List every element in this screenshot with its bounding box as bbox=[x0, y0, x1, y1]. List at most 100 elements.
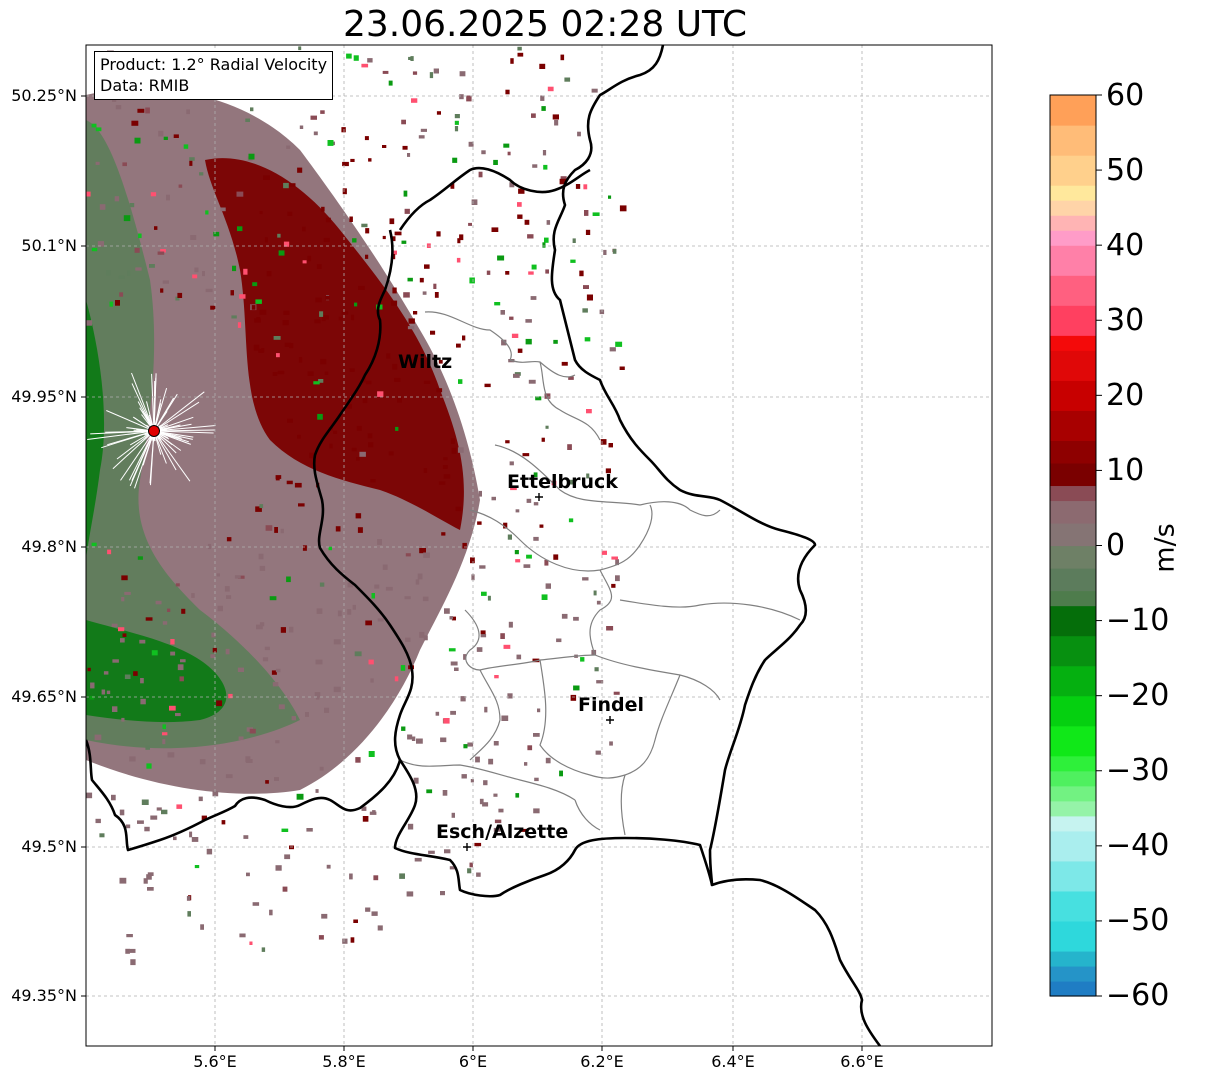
velocity-gate bbox=[423, 552, 430, 558]
velocity-gate bbox=[314, 692, 321, 698]
velocity-gate bbox=[145, 745, 150, 750]
velocity-gate bbox=[385, 586, 393, 591]
velocity-gate bbox=[125, 824, 131, 829]
velocity-gate bbox=[575, 184, 581, 189]
velocity-gate bbox=[205, 288, 213, 293]
velocity-gate bbox=[455, 506, 462, 512]
velocity-gate bbox=[606, 626, 614, 631]
velocity-gate bbox=[216, 573, 220, 577]
velocity-gate bbox=[352, 604, 356, 610]
velocity-gate bbox=[95, 818, 101, 824]
velocity-gate bbox=[302, 545, 307, 551]
velocity-gate bbox=[592, 212, 600, 216]
velocity-gate bbox=[355, 757, 361, 763]
velocity-gate bbox=[377, 539, 382, 545]
velocity-gate bbox=[608, 443, 613, 448]
lon-tick-label: 6.6°E bbox=[840, 1052, 884, 1071]
velocity-gate bbox=[192, 274, 198, 279]
velocity-gate bbox=[86, 191, 91, 197]
velocity-gate bbox=[289, 626, 294, 633]
velocity-gate bbox=[613, 691, 620, 695]
velocity-gate bbox=[289, 183, 296, 187]
lon-tick-label: 6°E bbox=[458, 1052, 488, 1071]
velocity-gate bbox=[129, 203, 135, 208]
velocity-gate bbox=[586, 409, 592, 414]
velocity-gate bbox=[382, 235, 386, 240]
clutter-gap bbox=[153, 430, 194, 438]
velocity-gate bbox=[298, 357, 303, 363]
clutter-gap bbox=[87, 430, 155, 440]
velocity-gate bbox=[478, 171, 483, 178]
velocity-gate bbox=[355, 513, 362, 519]
velocity-gate bbox=[458, 379, 463, 384]
velocity-gate bbox=[444, 608, 450, 614]
velocity-gate bbox=[442, 790, 448, 796]
velocity-approaching-weak bbox=[86, 120, 300, 749]
velocity-gate bbox=[354, 651, 362, 657]
velocity-gate bbox=[307, 255, 312, 262]
velocity-gate bbox=[263, 175, 270, 180]
velocity-gate bbox=[579, 270, 584, 277]
velocity-gate bbox=[554, 119, 559, 126]
velocity-gate bbox=[297, 434, 301, 439]
velocity-gate bbox=[179, 676, 184, 682]
velocity-gate bbox=[466, 95, 472, 102]
velocity-gate bbox=[176, 804, 183, 809]
velocity-gate bbox=[318, 379, 324, 383]
velocity-gate bbox=[482, 802, 489, 807]
velocity-gate bbox=[582, 577, 589, 581]
velocity-gate bbox=[573, 616, 579, 621]
velocity-gate bbox=[354, 302, 358, 307]
velocity-gate bbox=[349, 216, 353, 222]
velocity-gate bbox=[533, 733, 540, 737]
velocity-gate bbox=[534, 777, 539, 782]
velocity-gate bbox=[459, 234, 464, 241]
velocity-gate bbox=[382, 564, 388, 570]
velocity-gate bbox=[225, 648, 230, 655]
velocity-gate bbox=[319, 766, 324, 771]
velocity-gate bbox=[314, 319, 321, 324]
velocity-gate bbox=[282, 886, 288, 892]
velocity-gate bbox=[545, 269, 549, 274]
velocity-gate bbox=[510, 58, 514, 64]
velocity-gate bbox=[353, 919, 358, 923]
velocity-gate bbox=[315, 297, 322, 303]
velocity-gate bbox=[470, 779, 474, 783]
velocity-gate bbox=[307, 371, 314, 376]
velocity-gate bbox=[284, 854, 291, 860]
colorbar-band bbox=[1050, 185, 1096, 201]
velocity-gate bbox=[434, 292, 439, 298]
velocity-gate bbox=[146, 874, 152, 880]
velocity-gate bbox=[401, 119, 406, 125]
velocity-gate bbox=[498, 808, 504, 813]
velocity-gate bbox=[546, 220, 551, 225]
colorbar-tick-marks bbox=[1096, 94, 1102, 997]
velocity-gate bbox=[186, 109, 190, 115]
velocity-gate bbox=[353, 55, 359, 61]
velocity-gate bbox=[317, 413, 323, 420]
velocity-gate bbox=[210, 654, 216, 659]
velocity-gate bbox=[283, 182, 289, 189]
velocity-gate bbox=[309, 452, 316, 459]
velocity-gate bbox=[509, 316, 514, 320]
velocity-gate bbox=[298, 503, 305, 507]
velocity-gate bbox=[517, 52, 524, 57]
velocity-gate bbox=[150, 815, 158, 820]
colorbar-band bbox=[1050, 770, 1096, 787]
velocity-gate bbox=[249, 941, 253, 945]
clutter-gap bbox=[101, 430, 155, 449]
velocity-gate bbox=[145, 617, 153, 621]
velocity-gate bbox=[595, 750, 601, 755]
velocity-gate bbox=[237, 667, 244, 672]
velocity-gate bbox=[318, 935, 324, 940]
velocity-gate bbox=[296, 793, 304, 800]
velocity-gate bbox=[251, 305, 256, 310]
colorbar-band bbox=[1050, 410, 1096, 441]
velocity-gate bbox=[150, 192, 157, 197]
velocity-gate bbox=[524, 762, 528, 766]
velocity-gate bbox=[91, 542, 97, 547]
velocity-gate bbox=[457, 238, 461, 244]
velocity-gate bbox=[517, 214, 523, 219]
velocity-gate bbox=[527, 745, 533, 751]
velocity-gate bbox=[436, 111, 441, 115]
